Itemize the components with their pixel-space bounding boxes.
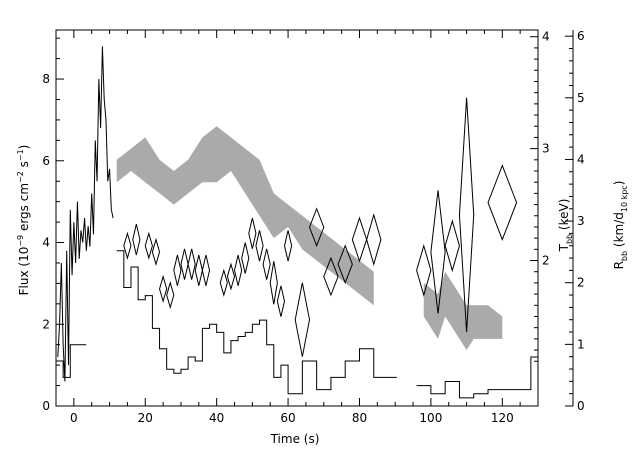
radius-diamond-1 — [132, 224, 141, 256]
radius-diamond-2 — [144, 231, 153, 260]
radius-diamond-28 — [430, 190, 446, 314]
right2-tick-label-6: 6 — [577, 29, 585, 43]
radius-diamond-12 — [226, 262, 236, 291]
x-tick-label-40: 40 — [209, 411, 224, 425]
radius-diamond-23 — [323, 256, 339, 297]
radius-diamond-9 — [194, 254, 203, 286]
radius-diamond-3 — [151, 237, 161, 267]
radius-diamond-16 — [255, 230, 264, 262]
right1-tick-label-2: 2 — [542, 254, 550, 268]
left-tick-label-4: 4 — [42, 236, 50, 250]
right2-tick-label-3: 3 — [577, 214, 585, 228]
radius-diamond-7 — [180, 248, 189, 280]
x-tick-label-20: 20 — [138, 411, 153, 425]
right-axis-2-label: Rbb (km/d10 kpc) — [612, 181, 629, 270]
right-axis-1-label: Tbb (keV) — [557, 199, 574, 253]
radius-diamond-22 — [308, 207, 325, 248]
radius-diamond-15 — [248, 217, 257, 249]
flux-line-layer — [56, 46, 538, 399]
x-tick-label-0: 0 — [70, 411, 78, 425]
right1-tick-label-4: 4 — [542, 30, 550, 44]
flux-binned-step — [56, 250, 538, 399]
radius-diamond-0 — [123, 231, 132, 260]
radius-diamond-21 — [294, 282, 311, 357]
plot-frame — [55, 29, 539, 407]
temperature-band-segment-1 — [423, 271, 503, 351]
radius-diamond-18 — [269, 261, 278, 305]
radius-diamond-10 — [201, 254, 211, 286]
flux-fine-line — [57, 46, 114, 382]
radius-diamond-27 — [416, 243, 432, 297]
radius-diamond-20 — [283, 230, 293, 262]
radius-diamond-29 — [444, 219, 460, 273]
x-tick-label-100: 100 — [419, 411, 442, 425]
radius-diamond-5 — [166, 280, 175, 310]
left-tick-label-6: 6 — [42, 154, 50, 168]
left-axis-label: Flux (10−9 ergs cm−2 s−1) — [16, 145, 31, 296]
temperature-band-layer — [116, 126, 503, 351]
right1-tick-label-3: 3 — [542, 142, 550, 156]
x-axis-label: Time (s) — [270, 432, 320, 446]
right2-tick-label-2: 2 — [577, 276, 585, 290]
radius-diamond-11 — [219, 268, 228, 297]
radius-diamond-30 — [458, 97, 475, 333]
radius-diamond-8 — [187, 248, 196, 280]
left-tick-label-8: 8 — [42, 72, 50, 86]
right2-tick-label-5: 5 — [577, 91, 585, 105]
radius-diamond-13 — [234, 254, 243, 286]
x-tick-label-60: 60 — [280, 411, 295, 425]
radius-diamond-25 — [351, 216, 368, 263]
radius-diamond-19 — [276, 285, 286, 317]
temperature-band-segment-0 — [116, 126, 374, 306]
axes-frame — [55, 29, 574, 407]
right2-tick-label-1: 1 — [577, 337, 585, 351]
radius-diamond-31 — [487, 164, 518, 241]
radius-diamond-26 — [366, 213, 382, 267]
x-tick-label-80: 80 — [352, 411, 367, 425]
radius-diamond-24 — [337, 244, 353, 285]
radius-diamond-layer — [123, 97, 518, 357]
left-tick-label-0: 0 — [42, 399, 50, 413]
radius-diamond-4 — [159, 274, 168, 304]
right2-tick-label-0: 0 — [577, 399, 585, 413]
radius-diamond-14 — [241, 242, 250, 274]
right2-tick-label-4: 4 — [577, 152, 585, 166]
radius-diamond-6 — [173, 254, 182, 286]
left-tick-label-2: 2 — [42, 317, 50, 331]
x-tick-label-120: 120 — [491, 411, 514, 425]
radius-diamond-17 — [262, 248, 271, 280]
